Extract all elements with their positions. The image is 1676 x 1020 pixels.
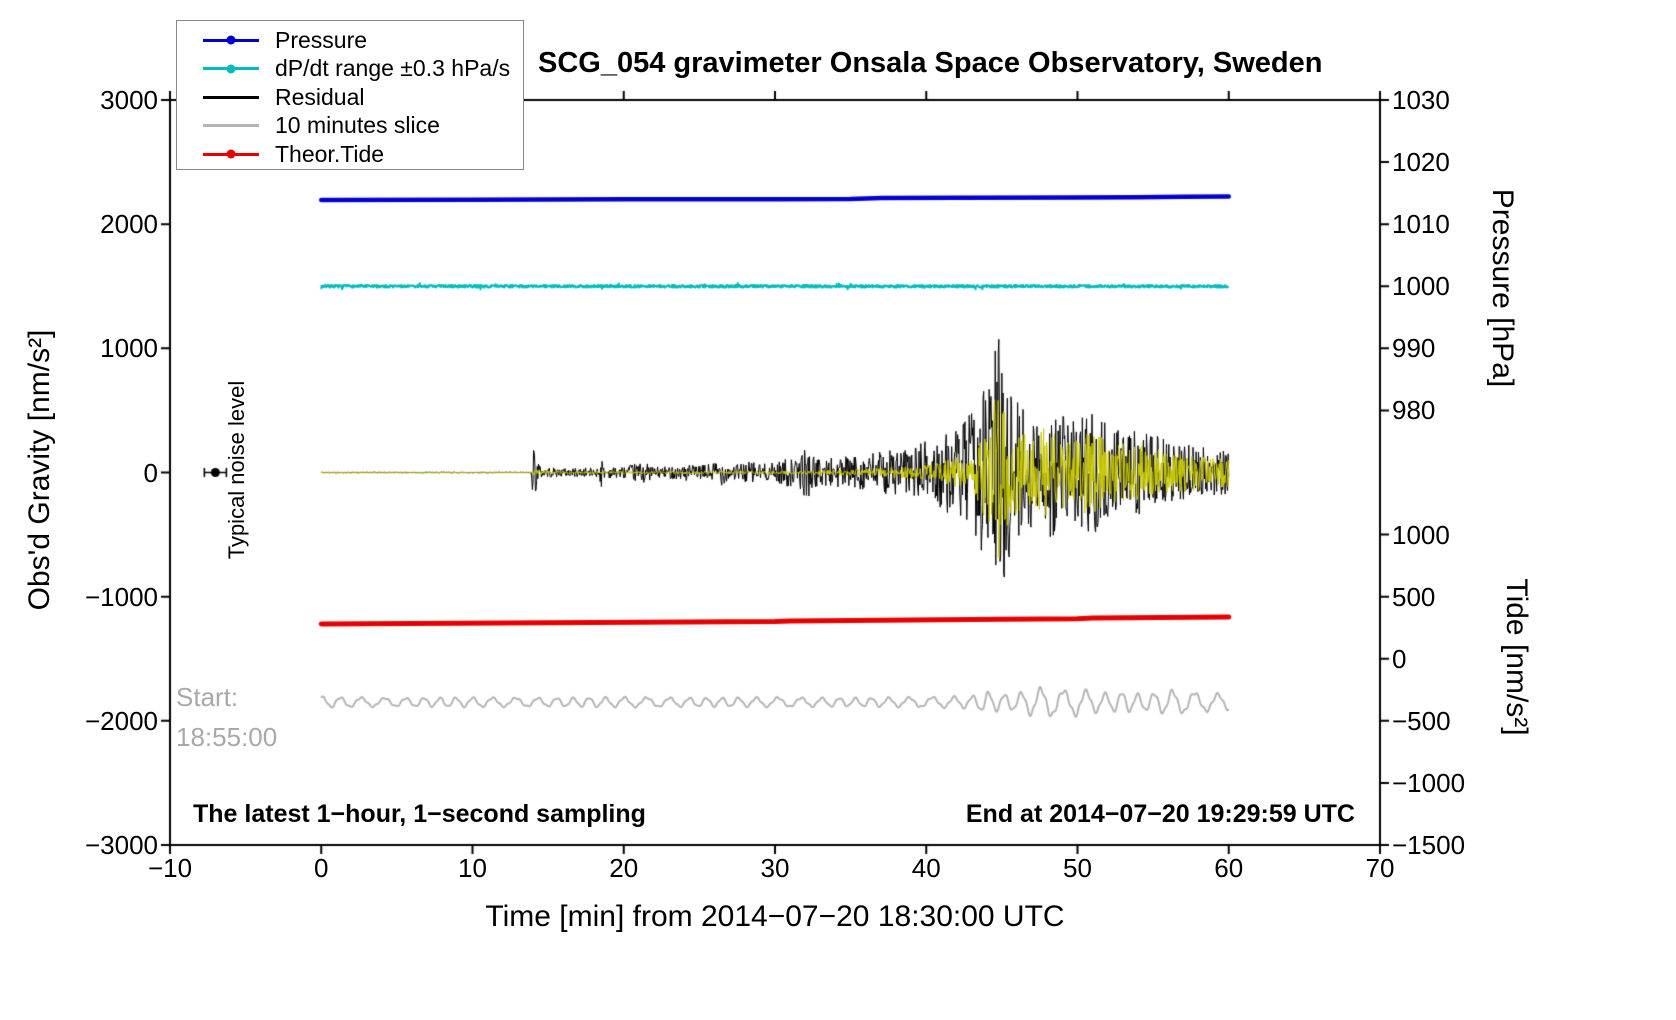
legend-item-label: Residual — [275, 83, 365, 110]
tide-tick-label: 1000 — [1392, 519, 1450, 550]
legend-item: dP/dt range ±0.3 hPa/s — [203, 55, 523, 84]
legend-line-icon — [203, 124, 259, 128]
chart-title: SCG_054 gravimeter Onsala Space Observat… — [538, 47, 1323, 79]
x-tick-label: 0 — [314, 853, 329, 883]
pressure-tick-label: 1020 — [1392, 147, 1450, 178]
legend-dot-icon — [226, 35, 236, 45]
left-tick-label: −1000 — [84, 581, 158, 612]
legend-item-label: Theor.Tide — [275, 140, 385, 167]
legend-line-icon — [203, 64, 259, 74]
tide-tick-label: 500 — [1392, 581, 1436, 612]
start-time-label: 18:55:00 — [176, 722, 278, 752]
legend-item: Theor.Tide — [203, 140, 523, 169]
left-tick-label: 0 — [143, 457, 158, 488]
legend-item: 10 minutes slice — [203, 112, 523, 141]
left-tick-label: 2000 — [100, 209, 158, 240]
tide-tick-label: −1000 — [1392, 767, 1466, 798]
legend-dot-icon — [226, 64, 236, 74]
right-axis-pressure-label: Pressure [hPa] — [1486, 188, 1519, 388]
x-tick-label: 10 — [458, 853, 487, 883]
tide-tick-label: 0 — [1392, 643, 1407, 674]
legend-line-icon — [203, 149, 259, 159]
pressure-tick-label: 1010 — [1392, 209, 1450, 240]
x-tick-label: 50 — [1063, 853, 1092, 883]
x-axis-label: Time [min] from 2014−07−20 18:30:00 UTC — [485, 900, 1065, 933]
left-tick-label: −3000 — [84, 830, 158, 860]
legend-item: Pressure — [203, 26, 523, 55]
x-tick-label: 40 — [911, 853, 941, 883]
start-label: Start: — [176, 682, 239, 712]
footer-end-time-label: End at 2014−07−20 19:29:59 UTC — [965, 800, 1355, 828]
legend-line-icon — [203, 35, 259, 45]
pressure-tick-label: 990 — [1392, 333, 1436, 364]
x-tick-label: 30 — [760, 853, 790, 883]
legend-item-label: 10 minutes slice — [275, 112, 440, 139]
pressure-tick-label: 980 — [1392, 395, 1436, 426]
tide-tick-label: −500 — [1392, 705, 1451, 736]
x-tick-label: 70 — [1365, 853, 1395, 883]
right-axis-tide-label: Tide [nm/s²] — [1500, 578, 1533, 736]
left-tick-label: 1000 — [100, 333, 158, 364]
tide-tick-label: −1500 — [1392, 830, 1466, 860]
legend: Pressure dP/dt range ±0.3 hPa/s Residual 10… — [176, 20, 524, 170]
x-tick-label: 20 — [609, 853, 639, 883]
pressure-tick-label: 1000 — [1392, 271, 1450, 302]
left-tick-label: −2000 — [84, 705, 158, 736]
footer-sampling-label: The latest 1−hour, 1−second sampling — [193, 800, 646, 828]
typical-noise-level-label: Typical noise level — [224, 380, 249, 560]
x-tick-label: 60 — [1214, 853, 1244, 883]
legend-item-label: dP/dt range ±0.3 hPa/s — [275, 55, 511, 82]
legend-dot-icon — [226, 149, 236, 159]
legend-item-label: Pressure — [275, 26, 368, 53]
pressure-tick-label: 1030 — [1392, 85, 1450, 115]
left-tick-label: 3000 — [100, 85, 158, 115]
x-tick-label: −10 — [147, 853, 193, 883]
legend-item: Residual — [203, 83, 523, 112]
legend-line-icon — [203, 95, 259, 99]
